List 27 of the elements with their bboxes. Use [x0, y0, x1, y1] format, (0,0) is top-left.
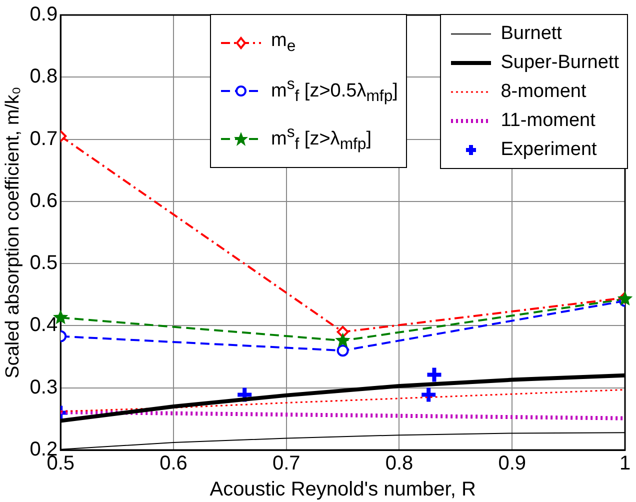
y-tick-label: 0.5: [30, 252, 58, 274]
y-tick-label: 0.8: [30, 66, 58, 88]
legend-label: m$^{s}$$_{f}$ [z>0.5λ$_{mfp}$]: [271, 76, 398, 106]
legend-label: 11-moment: [500, 110, 596, 132]
x-tick-label: 0.8: [385, 452, 414, 475]
y-tick-label: 0.7: [30, 128, 58, 150]
y-tick-label: 0.3: [30, 376, 58, 398]
legend-label: Burnett: [500, 22, 562, 44]
x-axis-title: Acoustic Reynold's number, R: [210, 478, 476, 501]
y-axis-title: Scaled absorption coefficient, m/k₀: [2, 86, 24, 378]
legend-label: Super-Burnett: [500, 52, 619, 74]
x-tick-label: 0.6: [160, 452, 188, 475]
x-tick-label: 0.7: [272, 452, 300, 475]
line-series: [60, 388, 625, 412]
legend-label: Experiment: [500, 138, 597, 160]
legend-label: m$^{s}$$_{f}$ [z>λ$_{mfp}$]: [271, 124, 372, 154]
point: [420, 386, 438, 404]
y-tick-label: 0.4: [30, 314, 58, 336]
point: [335, 332, 350, 348]
legend-label: 8-moment: [500, 80, 586, 102]
point: [425, 366, 444, 384]
legend-label: m$_{e}$: [271, 30, 296, 56]
line-series: [60, 410, 625, 420]
x-tick-label: 0.9: [498, 452, 526, 475]
x-tick-label: 1: [619, 452, 631, 475]
y-tick-label: 0.9: [30, 4, 58, 26]
y-tick-label: 0.6: [30, 190, 58, 212]
